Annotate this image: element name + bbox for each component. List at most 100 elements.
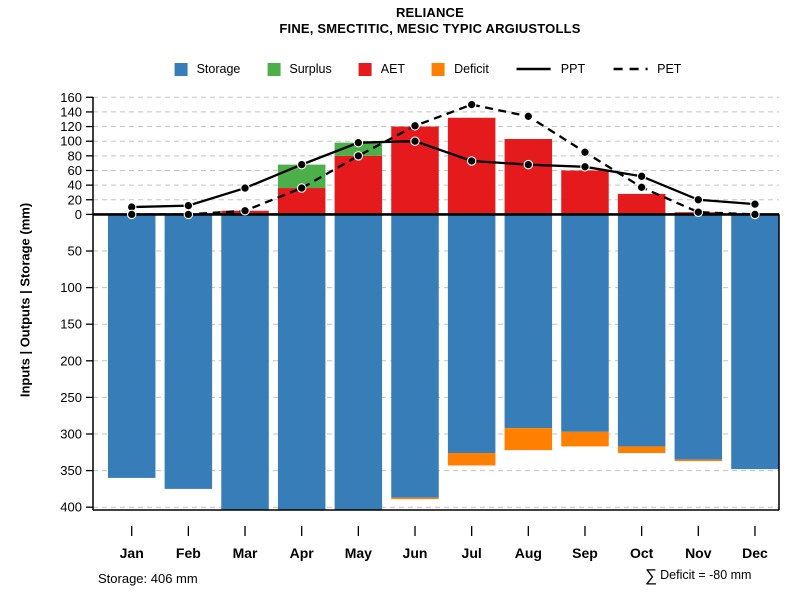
chart-subtitle: FINE, SMECTITIC, MESIC TYPIC ARGIUSTOLLS [279, 21, 581, 36]
y-tick-label: 200 [60, 353, 82, 368]
legend-label: Storage [196, 62, 241, 76]
y-tick-label: 80 [68, 148, 82, 163]
y-axis-label: Inputs | Outputs | Storage (mm) [17, 202, 33, 398]
x-tick-label: Jan [120, 545, 144, 561]
storage-swatch-icon [174, 62, 188, 76]
deficit-bar [617, 446, 666, 454]
pet-point [353, 151, 364, 161]
aet-swatch-icon [358, 62, 372, 76]
y-tick-label: 60 [68, 163, 82, 178]
chart-title: RELIANCE [395, 5, 465, 20]
ppt-line-sample-icon [516, 67, 551, 71]
deficit-bar [447, 453, 496, 466]
pet-point [750, 209, 760, 220]
ppt-point [693, 195, 704, 205]
y-tick-label: 150 [60, 317, 82, 332]
x-tick-label: Dec [742, 545, 768, 561]
x-tick-label: Oct [630, 545, 654, 561]
deficit-bar [504, 428, 553, 451]
deficit-total-text: Deficit = -80 mm [660, 568, 752, 582]
storage-bar [391, 214, 439, 498]
y-tick-label: 350 [60, 463, 82, 478]
pet-point [126, 209, 137, 220]
pet-point [523, 111, 534, 122]
storage-bar [731, 214, 779, 470]
deficit-bar [391, 497, 439, 500]
pet-point [240, 205, 250, 216]
storage-bar [674, 214, 723, 460]
x-tick-label: Jul [462, 545, 482, 561]
y-tick-label: 40 [68, 178, 82, 193]
pet-point [183, 209, 194, 220]
ppt-point [240, 183, 250, 193]
bars-group [107, 117, 779, 510]
storage-bar [107, 214, 156, 478]
y-tick-label: 50 [68, 244, 82, 259]
deficit-swatch-icon [432, 62, 446, 76]
x-axis: Jan Feb Mar Apr May Jun Jul Aug Sep Oct Nov Dec [120, 526, 768, 561]
ppt-point [410, 136, 420, 146]
aet-bar [504, 139, 553, 215]
ppt-point [296, 159, 307, 170]
y-tick-label: 120 [60, 119, 82, 134]
legend-item-ppt: PPT [516, 62, 585, 76]
storage-bar [221, 214, 269, 510]
pet-point [466, 99, 477, 110]
storage-bar [277, 214, 326, 510]
legend-label: PPT [560, 62, 586, 76]
x-tick-label: Apr [290, 545, 315, 561]
pet-point [636, 182, 647, 193]
y-tick-label: 0 [75, 207, 82, 222]
ppt-point [580, 162, 590, 172]
x-tick-label: Nov [685, 545, 712, 561]
surplus-bar [334, 142, 383, 156]
y-tick-label: 140 [60, 104, 82, 119]
deficit-bar [561, 431, 609, 447]
ppt-point [523, 159, 534, 170]
chart-legend: Storage Surplus AET Deficit PPT PET [174, 62, 681, 76]
ppt-point [353, 137, 364, 148]
storage-bar [334, 214, 383, 510]
y-ticks: 0204060801001201401605010015020025030035… [60, 90, 93, 515]
x-tick-label: Feb [176, 545, 201, 561]
ppt-point [466, 156, 477, 166]
aet-bar [561, 170, 609, 215]
legend-item-surplus: Surplus [267, 62, 332, 76]
legend-label: Surplus [289, 62, 332, 76]
sigma-symbol: ∑ [645, 566, 658, 585]
x-tick-label: May [345, 545, 372, 561]
x-tick-label: Jun [403, 545, 428, 561]
storage-total-note: Storage: 406 mm [98, 571, 198, 586]
y-tick-label: 300 [60, 427, 82, 442]
ppt-point [750, 199, 760, 209]
pet-point [410, 121, 420, 131]
ppt-line [131, 140, 756, 209]
surplus-swatch-icon [267, 62, 281, 76]
deficit-bar [674, 459, 723, 462]
ppt-point [636, 171, 647, 182]
y-tick-label: 100 [60, 134, 82, 149]
x-tick-label: Mar [233, 545, 258, 561]
legend-label: PET [657, 62, 682, 76]
legend-label: Deficit [454, 62, 489, 76]
storage-bar [617, 214, 666, 447]
y-tick-label: 160 [60, 90, 82, 105]
storage-bar [561, 214, 609, 432]
aet-bar [617, 193, 666, 215]
y-tick-label: 250 [60, 390, 82, 405]
deficit-total-note: ∑ Deficit = -80 mm [645, 566, 751, 586]
legend-item-deficit: Deficit [432, 62, 489, 76]
y-tick-label: 400 [60, 500, 82, 515]
y-tick-label: 100 [60, 280, 82, 295]
ppt-point [183, 200, 194, 211]
pet-point [693, 207, 704, 217]
legend-item-storage: Storage [174, 62, 241, 76]
aet-bar [447, 117, 496, 215]
pet-point [580, 147, 590, 157]
legend-item-pet: PET [612, 62, 681, 76]
x-tick-label: Aug [515, 545, 542, 561]
legend-label: AET [380, 62, 406, 76]
storage-bar [164, 214, 213, 489]
